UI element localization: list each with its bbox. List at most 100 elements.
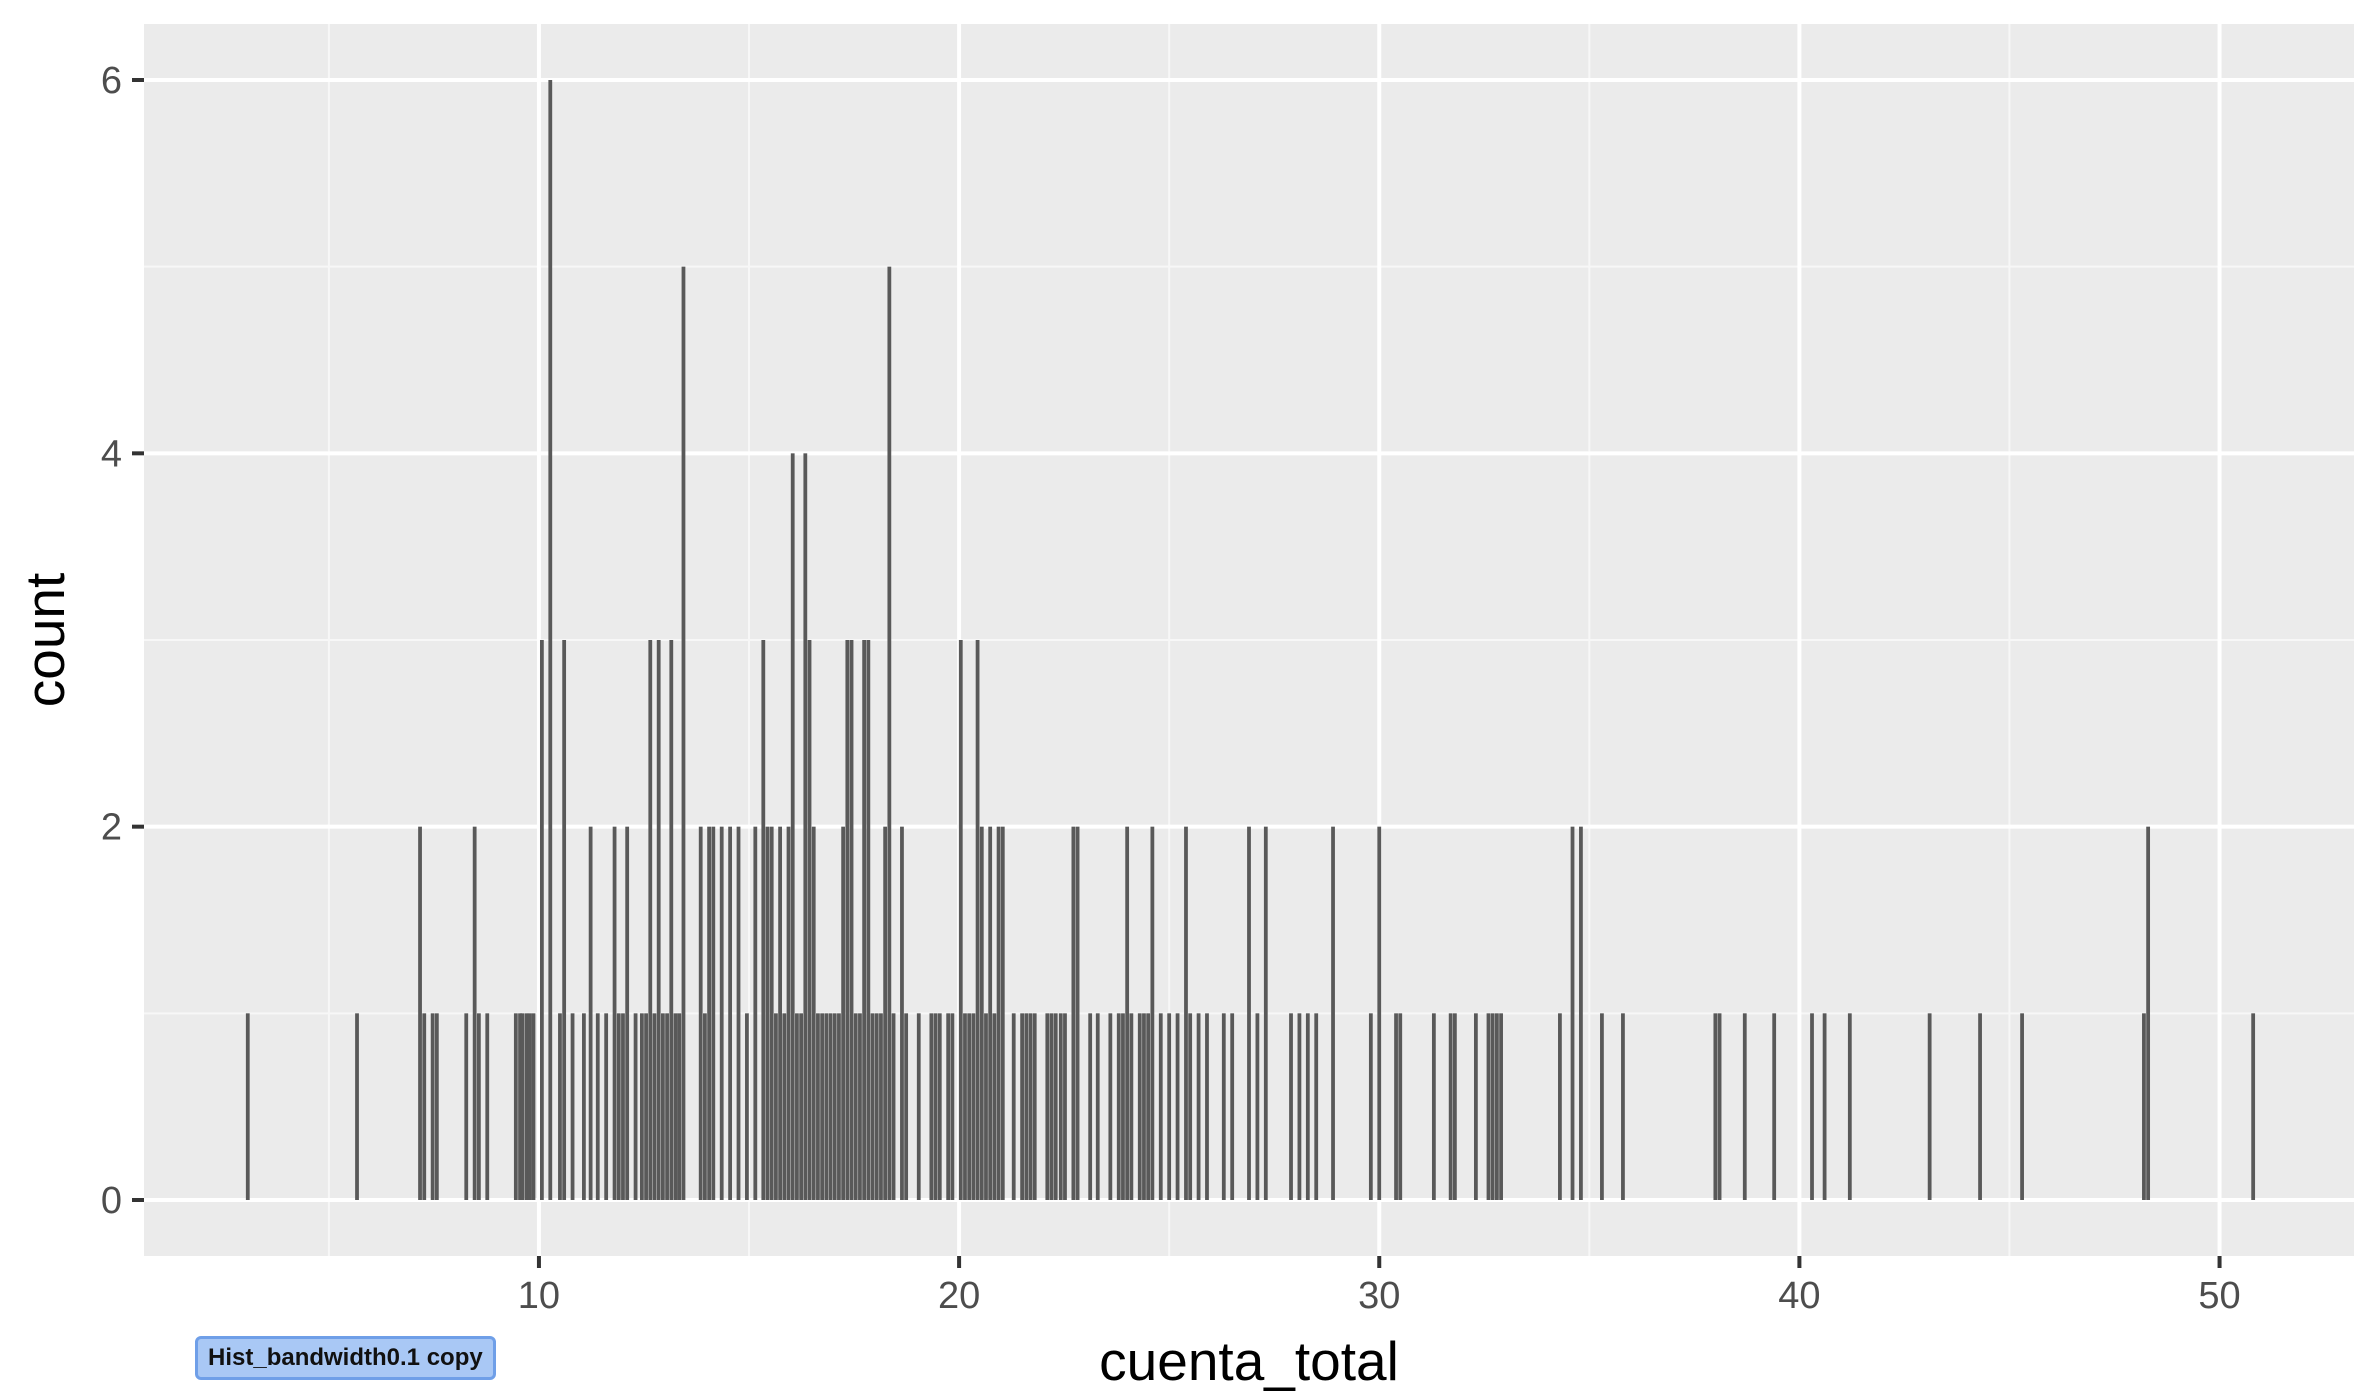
histogram-bar (1045, 1013, 1050, 1200)
histogram-bar (639, 1013, 644, 1200)
histogram-bar (703, 1013, 707, 1200)
histogram-bar (799, 1013, 804, 1200)
histogram-bar (616, 1013, 621, 1200)
histogram-bar (1167, 1013, 1172, 1200)
histogram-bar (1263, 826, 1268, 1200)
histogram-bar (1717, 1013, 1722, 1200)
histogram-bar (1205, 1013, 1209, 1200)
histogram-bar (891, 1013, 896, 1200)
histogram-bar (612, 826, 617, 1200)
histogram-bar (988, 826, 993, 1200)
histogram-bar (648, 640, 653, 1200)
histogram-bar (520, 1013, 525, 1200)
histogram-bar (1146, 1013, 1151, 1200)
histogram-bar (795, 1013, 799, 1200)
histogram-bar (1129, 1013, 1134, 1200)
histogram-bar (1053, 1013, 1058, 1200)
histogram-bar (1377, 826, 1382, 1200)
histogram-bar (887, 266, 892, 1201)
histogram-bar (418, 826, 422, 1200)
histogram-bar (1230, 1013, 1235, 1200)
histogram-bar (967, 1013, 972, 1200)
histogram-bar (681, 266, 686, 1201)
histogram-bar (1579, 826, 1583, 1200)
histogram-bar (1600, 1013, 1604, 1200)
x-axis: 10 20 30 40 50 (518, 1256, 2241, 1317)
histogram-bar (853, 1013, 858, 1200)
histogram-bar (778, 826, 783, 1200)
histogram-bar (652, 1013, 657, 1200)
histogram-bar (1331, 826, 1335, 1200)
histogram-bar (874, 1013, 879, 1200)
histogram-bar (595, 1013, 600, 1200)
histogram-bar (958, 640, 963, 1200)
histogram-bar (929, 1013, 934, 1200)
histogram-bar (1188, 1013, 1193, 1200)
histogram-bar (816, 1013, 820, 1200)
histogram-bar (807, 640, 812, 1200)
histogram-bar (1095, 1013, 1100, 1200)
x-tick-label: 10 (518, 1275, 560, 1317)
histogram-bar (698, 826, 703, 1200)
histogram-bar (753, 826, 758, 1200)
histogram-bar (485, 1013, 490, 1200)
histogram-bar (946, 1013, 951, 1200)
histogram-bar (841, 826, 846, 1200)
histogram-bar (1297, 1013, 1302, 1200)
histogram-bar (979, 826, 984, 1200)
x-tick-label: 50 (2198, 1275, 2240, 1317)
histogram-bar (1772, 1013, 1777, 1200)
histogram-bar (1088, 1013, 1093, 1200)
histogram-bar (669, 640, 674, 1200)
histogram-bar (558, 1013, 562, 1200)
histogram-bar (355, 1013, 359, 1200)
file-name-badge[interactable]: Hist_bandwidth0.1 copy (195, 1336, 496, 1380)
histogram-bar (879, 1013, 883, 1200)
histogram-bar (625, 826, 630, 1200)
histogram-bar (1020, 1013, 1025, 1200)
histogram-bar (1247, 826, 1251, 1200)
histogram-bar (1822, 1013, 1827, 1200)
histogram-bar (430, 1013, 435, 1200)
histogram-bar (1011, 1013, 1016, 1200)
histogram-bar (1448, 1013, 1453, 1200)
histogram-bar (2251, 1013, 2256, 1200)
histogram-bar (1368, 1013, 1373, 1200)
histogram-bar (582, 1013, 586, 1200)
histogram-bar (761, 640, 766, 1200)
histogram-bar (782, 1013, 787, 1200)
y-axis: 0 2 4 6 (101, 60, 144, 1222)
histogram-bar (673, 1013, 678, 1200)
histogram-bar (745, 1013, 749, 1200)
histogram-bar (1978, 1013, 1982, 1200)
histogram-bar (1137, 1013, 1142, 1200)
histogram-bar (765, 826, 770, 1200)
histogram-bar (588, 826, 593, 1200)
histogram-bar (1116, 1013, 1121, 1200)
histogram-bar (1927, 1013, 1932, 1200)
histogram-bar (900, 826, 904, 1200)
histogram-bar (1847, 1013, 1852, 1200)
y-tick-label: 0 (101, 1180, 122, 1222)
histogram-bar (1621, 1013, 1625, 1200)
histogram-bar (837, 1013, 841, 1200)
histogram-bar (950, 1013, 955, 1200)
histogram-bar (524, 1013, 529, 1200)
histogram-bar (1058, 1013, 1063, 1200)
y-axis-title: count (14, 573, 76, 708)
histogram-bar (1175, 1013, 1180, 1200)
histogram-bar (1049, 1013, 1054, 1200)
histogram-bar (736, 826, 741, 1200)
histogram-bar (464, 1013, 469, 1200)
histogram-bar (548, 80, 553, 1200)
x-axis-title: cuenta_total (1099, 1330, 1399, 1392)
histogram-bar (1305, 1013, 1310, 1200)
histogram-bar (1314, 1013, 1319, 1200)
histogram-bar (1032, 1013, 1037, 1200)
histogram-bar (1490, 1013, 1495, 1200)
histogram-bar (1398, 1013, 1403, 1200)
histogram-bar (790, 453, 795, 1200)
histogram-bar (1024, 1013, 1029, 1200)
histogram-bar (1494, 1013, 1499, 1200)
